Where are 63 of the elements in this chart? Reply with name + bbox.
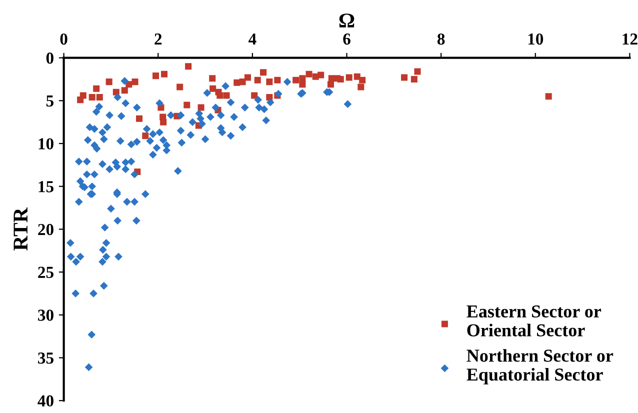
- x-tick-label: 4: [248, 34, 256, 45]
- point: [234, 79, 240, 86]
- point: [160, 70, 168, 78]
- point: [251, 92, 258, 99]
- point: [266, 94, 273, 100]
- y-axis-title: RTR: [14, 207, 28, 250]
- point: [216, 92, 224, 99]
- point: [160, 118, 167, 126]
- point: [121, 87, 128, 94]
- legend-label: Eastern Sector or Oriental Sector: [466, 305, 602, 336]
- point: [80, 92, 86, 99]
- point: [260, 69, 267, 76]
- point: [358, 84, 364, 90]
- point: [198, 104, 204, 111]
- point: [142, 132, 149, 140]
- point: [254, 76, 261, 84]
- point: [132, 78, 138, 86]
- x-tick-label: 0: [60, 33, 68, 45]
- y-tick-label: 0: [46, 52, 54, 64]
- point: [88, 94, 96, 100]
- legend-label: Northern Sector or Equatorial Sector: [466, 349, 614, 384]
- point: [239, 78, 246, 86]
- point: [410, 76, 418, 82]
- point: [209, 75, 216, 82]
- point: [223, 92, 230, 99]
- y-tick-label: 35: [38, 352, 54, 364]
- point: [185, 63, 192, 70]
- point: [414, 68, 421, 75]
- point: [93, 85, 100, 92]
- y-tick-label: 40: [38, 395, 54, 407]
- y-tick-label: 20: [38, 224, 54, 236]
- x-tick-label: 10: [528, 33, 544, 45]
- point: [299, 81, 306, 88]
- point: [318, 72, 324, 78]
- point: [545, 93, 552, 100]
- x-tick-label: 8: [437, 33, 445, 45]
- point: [176, 84, 184, 90]
- point: [210, 85, 216, 92]
- y-tick-label: 25: [38, 266, 54, 278]
- point: [184, 102, 190, 108]
- point: [359, 76, 366, 84]
- point: [136, 115, 143, 122]
- y-tick-label: 15: [38, 181, 54, 192]
- x-tick-label: 12: [622, 34, 638, 45]
- point: [346, 74, 352, 81]
- point: [299, 75, 306, 82]
- point: [244, 74, 251, 81]
- point: [401, 74, 408, 81]
- x-axis-title: Ω: [339, 14, 354, 28]
- point: [152, 72, 160, 80]
- point: [337, 76, 344, 82]
- y-tick-label: 30: [38, 310, 54, 321]
- point: [266, 78, 273, 86]
- point: [106, 78, 112, 86]
- y-tick-label: 5: [46, 96, 54, 107]
- y-tick-label: 10: [38, 138, 54, 150]
- point: [306, 70, 312, 78]
- point: [96, 94, 103, 100]
- x-tick-label: 2: [154, 34, 162, 45]
- point: [327, 81, 334, 88]
- point: [292, 76, 300, 84]
- x-tick-label: 6: [343, 34, 350, 45]
- point: [274, 76, 281, 84]
